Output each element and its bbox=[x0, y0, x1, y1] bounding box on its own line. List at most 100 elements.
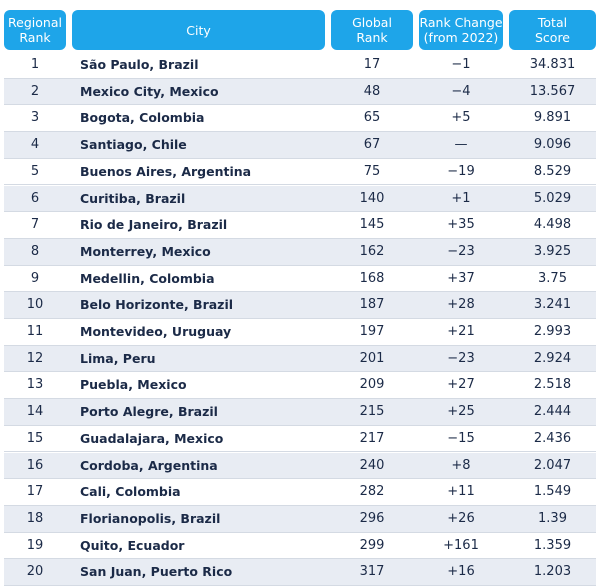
table-cell: — bbox=[454, 137, 468, 153]
table-row: 11 Montevideo, Uruguay 197 +21 2.993 bbox=[4, 319, 596, 346]
table-cell: +5 bbox=[451, 110, 471, 126]
table-cell: +27 bbox=[447, 377, 475, 393]
table-cell: −23 bbox=[447, 243, 475, 259]
table-cell: +161 bbox=[443, 537, 479, 553]
table-cell: 11 bbox=[26, 324, 44, 339]
header-line: Rank bbox=[356, 30, 388, 45]
table-cell: 1.203 bbox=[533, 564, 572, 580]
table-cell: 9 bbox=[30, 270, 40, 286]
table-cell: 2.924 bbox=[533, 350, 572, 366]
table-cell: 13 bbox=[26, 377, 44, 393]
table-cell: 7 bbox=[30, 217, 40, 233]
city-name: Cordoba, Argentina bbox=[80, 457, 218, 473]
city-name: Monterrey, Mexico bbox=[80, 243, 211, 259]
column-header: Rank Change (from 2022) bbox=[419, 10, 503, 50]
table-cell: +16 bbox=[447, 564, 475, 580]
table-row: 12 Lima, Peru 201 −23 2.924 bbox=[4, 345, 596, 373]
table-cell: 4 bbox=[30, 137, 40, 153]
table-row: 20 San Juan, Puerto Rico 317 +16 1.203 bbox=[4, 559, 596, 586]
table-cell: 162 bbox=[359, 243, 385, 259]
table-cell: −1 bbox=[451, 57, 471, 72]
table-cell: 145 bbox=[359, 217, 385, 233]
table-cell: 168 bbox=[359, 270, 385, 286]
table-row: 2 Mexico City, Mexico 48 −4 13.567 bbox=[4, 78, 596, 106]
table-row: 16 Cordoba, Argentina 240 +8 2.047 bbox=[4, 452, 596, 480]
table-row: 17 Cali, Colombia 282 +11 1.549 bbox=[4, 479, 596, 506]
table-cell: 2.444 bbox=[533, 404, 572, 420]
table-cell: 187 bbox=[359, 297, 385, 313]
table-cell: 140 bbox=[359, 190, 385, 206]
city-name: Medellin, Colombia bbox=[80, 270, 215, 286]
table-cell: 10 bbox=[26, 297, 44, 313]
city-name: Mexico City, Mexico bbox=[80, 83, 219, 99]
table-row: 4 Santiago, Chile 67 — 9.096 bbox=[4, 132, 596, 159]
table-cell: +26 bbox=[447, 510, 475, 526]
table-cell: 34.831 bbox=[529, 57, 576, 72]
table-cell: 65 bbox=[363, 110, 381, 126]
table-row: 8 Monterrey, Mexico 162 −23 3.925 bbox=[4, 238, 596, 266]
table-cell: 215 bbox=[359, 404, 385, 420]
column-header: Regional Rank bbox=[4, 10, 66, 50]
table-cell: 282 bbox=[359, 484, 385, 500]
header-line: Rank Change bbox=[419, 15, 503, 30]
city-name: Bogota, Colombia bbox=[80, 110, 205, 126]
table-cell: 6 bbox=[30, 190, 40, 206]
city-name: São Paulo, Brazil bbox=[80, 57, 199, 72]
table-cell: 317 bbox=[359, 564, 385, 580]
table-cell: +21 bbox=[447, 324, 475, 339]
table-cell: 17 bbox=[363, 57, 381, 72]
table-row: 9 Medellin, Colombia 168 +37 3.75 bbox=[4, 266, 596, 293]
city-name: Rio de Janeiro, Brazil bbox=[80, 217, 228, 233]
table-cell: 217 bbox=[359, 430, 385, 446]
table-cell: 75 bbox=[363, 163, 381, 179]
table-cell: 12 bbox=[26, 350, 44, 366]
table-cell: +1 bbox=[451, 190, 471, 206]
table-cell: −19 bbox=[447, 163, 475, 179]
city-name: Puebla, Mexico bbox=[80, 377, 187, 393]
table-cell: 14 bbox=[26, 404, 44, 420]
city-name: San Juan, Puerto Rico bbox=[80, 564, 233, 580]
table-cell: 3.241 bbox=[533, 297, 572, 313]
table-cell: 3 bbox=[30, 110, 40, 126]
city-name: Cali, Colombia bbox=[80, 484, 181, 500]
city-name: Buenos Aires, Argentina bbox=[80, 163, 252, 179]
table-cell: 299 bbox=[359, 537, 385, 553]
city-name: Quito, Ecuador bbox=[80, 537, 185, 553]
column-header: City bbox=[72, 10, 325, 50]
table-cell: 1.39 bbox=[538, 510, 567, 526]
table-cell: 197 bbox=[359, 324, 385, 339]
table-cell: 296 bbox=[359, 510, 385, 526]
table-row: 18 Florianopolis, Brazil 296 +26 1.39 bbox=[4, 505, 596, 533]
table-cell: 20 bbox=[26, 564, 44, 580]
header-line: City bbox=[186, 22, 211, 38]
table-cell: 5.029 bbox=[533, 190, 572, 206]
table-cell: −15 bbox=[447, 430, 475, 446]
city-name: Florianopolis, Brazil bbox=[80, 510, 221, 526]
table-cell: 13.567 bbox=[529, 83, 576, 99]
table-row: 7 Rio de Janeiro, Brazil 145 +35 4.498 bbox=[4, 212, 596, 239]
table-cell: −4 bbox=[451, 83, 471, 99]
table-row: 1 São Paulo, Brazil 17 −1 34.831 bbox=[4, 52, 596, 79]
table-cell: 209 bbox=[359, 377, 385, 393]
header-line: Total bbox=[537, 15, 568, 30]
table-cell: 3.75 bbox=[538, 270, 567, 286]
city-name: Guadalajara, Mexico bbox=[80, 430, 224, 446]
table-cell: 4.498 bbox=[533, 217, 572, 233]
table-cell: 15 bbox=[26, 430, 44, 446]
header-line: Rank bbox=[19, 30, 51, 45]
table-row: 15 Guadalajara, Mexico 217 −15 2.436 bbox=[4, 426, 596, 453]
table-cell: 2.436 bbox=[533, 430, 572, 446]
table-cell: 16 bbox=[26, 457, 44, 473]
city-name: Lima, Peru bbox=[80, 350, 156, 366]
table-cell: 3.925 bbox=[533, 243, 572, 259]
table-row: 10 Belo Horizonte, Brazil 187 +28 3.241 bbox=[4, 292, 596, 319]
table-cell: 8 bbox=[30, 243, 40, 259]
header-line: Regional bbox=[8, 15, 62, 30]
table-cell: −23 bbox=[447, 350, 475, 366]
city-name: Porto Alegre, Brazil bbox=[80, 404, 218, 420]
table-cell: 2 bbox=[30, 83, 40, 99]
table-cell: +28 bbox=[447, 297, 475, 313]
table-cell: +11 bbox=[447, 484, 475, 500]
city-name: Santiago, Chile bbox=[80, 137, 187, 153]
